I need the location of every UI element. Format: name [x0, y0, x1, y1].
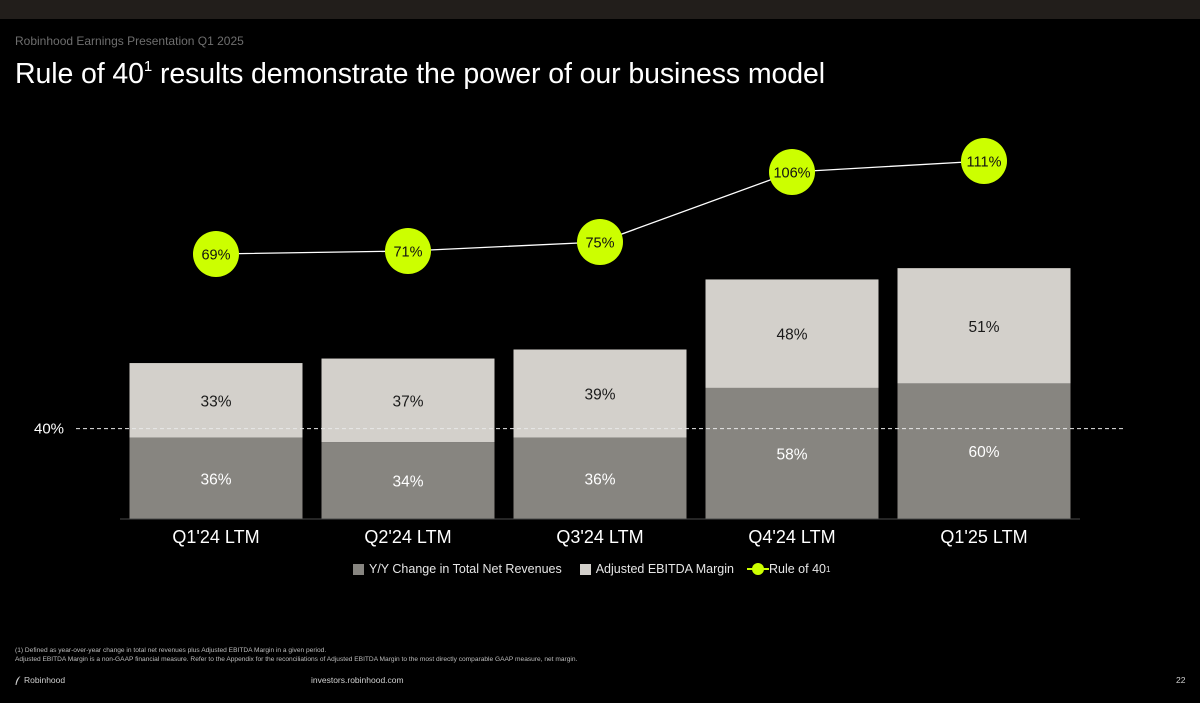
- category-label: Q1'25 LTM: [940, 527, 1027, 547]
- title-text-rest: results demonstrate the power of our bus…: [152, 58, 825, 90]
- chart-legend: Y/Y Change in Total Net Revenues Adjuste…: [353, 562, 848, 576]
- footnote-1: (1) Defined as year-over-year change in …: [15, 647, 327, 654]
- label-ebitda-margin: 33%: [200, 393, 231, 410]
- rule-of-40-point: [961, 138, 1007, 184]
- reference-line-label: 40%: [34, 421, 64, 438]
- bar-revenue-change: [705, 387, 879, 519]
- legend-label-ebitda: Adjusted EBITDA Margin: [595, 562, 734, 576]
- rule-of-40-label: 71%: [393, 245, 422, 261]
- legend-item-revenue: Y/Y Change in Total Net Revenues: [353, 562, 562, 576]
- bar-ebitda-margin: [129, 363, 303, 438]
- bar-ebitda-margin: [705, 279, 879, 388]
- bar-revenue-change: [129, 437, 303, 519]
- rule-of-40-label: 69%: [201, 248, 230, 264]
- label-revenue-change: 36%: [200, 471, 231, 488]
- footer-brand-name: Robinhood: [24, 675, 66, 685]
- label-ebitda-margin: 39%: [584, 387, 615, 404]
- label-revenue-change: 58%: [776, 446, 807, 463]
- footer-brand: Robinhood: [15, 675, 65, 685]
- rule-of-40-point: [577, 219, 623, 265]
- rule-of-40-label: 106%: [773, 166, 810, 182]
- title-footnote-mark: 1: [143, 57, 153, 75]
- presentation-subtitle: Robinhood Earnings Presentation Q1 2025: [15, 34, 244, 48]
- category-label: Q4'24 LTM: [748, 527, 835, 547]
- robinhood-feather-icon: [15, 675, 21, 685]
- legend-swatch-revenue: [353, 563, 364, 575]
- category-label: Q1'24 LTM: [172, 527, 259, 547]
- bar-revenue-change: [897, 383, 1071, 519]
- label-revenue-change: 36%: [584, 471, 615, 488]
- legend-swatch-ebitda: [579, 563, 591, 575]
- rule-of-40-point: [769, 149, 815, 195]
- legend-marker-rule-of-40: [746, 563, 769, 575]
- page-number: 22: [1176, 675, 1186, 685]
- bar-revenue-change: [513, 437, 687, 519]
- bar-ebitda-margin: [897, 268, 1071, 384]
- title-text: Rule of 40: [15, 58, 144, 90]
- category-label: Q2'24 LTM: [364, 527, 451, 547]
- rule-of-40-label: 111%: [967, 155, 1002, 171]
- footer-website: investors.robinhood.com: [311, 675, 404, 685]
- rule-of-40-label: 75%: [585, 236, 614, 252]
- footnotes: (1) Defined as year-over-year change in …: [15, 646, 577, 664]
- rule-of-40-point: [193, 231, 239, 277]
- page-title: Rule of 401 results demonstrate the powe…: [15, 58, 825, 91]
- legend-label-revenue: Y/Y Change in Total Net Revenues: [369, 562, 562, 576]
- bar-revenue-change: [321, 442, 495, 519]
- label-revenue-change: 60%: [968, 444, 999, 461]
- footnote-2: Adjusted EBITDA Margin is a non-GAAP fin…: [15, 656, 578, 663]
- legend-footnote-mark: 1: [825, 564, 831, 574]
- label-ebitda-margin: 51%: [968, 319, 999, 336]
- label-ebitda-margin: 37%: [392, 393, 423, 410]
- top-bar: [0, 0, 1200, 19]
- rule-of-40-point: [385, 228, 431, 274]
- bar-ebitda-margin: [513, 349, 687, 438]
- legend-item-rule-of-40: Rule of 40 1: [746, 562, 831, 576]
- category-label: Q3'24 LTM: [556, 527, 643, 547]
- legend-label-rule-of-40: Rule of 40: [768, 562, 826, 576]
- legend-item-ebitda: Adjusted EBITDA Margin: [579, 562, 734, 576]
- label-ebitda-margin: 48%: [776, 327, 807, 344]
- label-revenue-change: 34%: [392, 474, 423, 491]
